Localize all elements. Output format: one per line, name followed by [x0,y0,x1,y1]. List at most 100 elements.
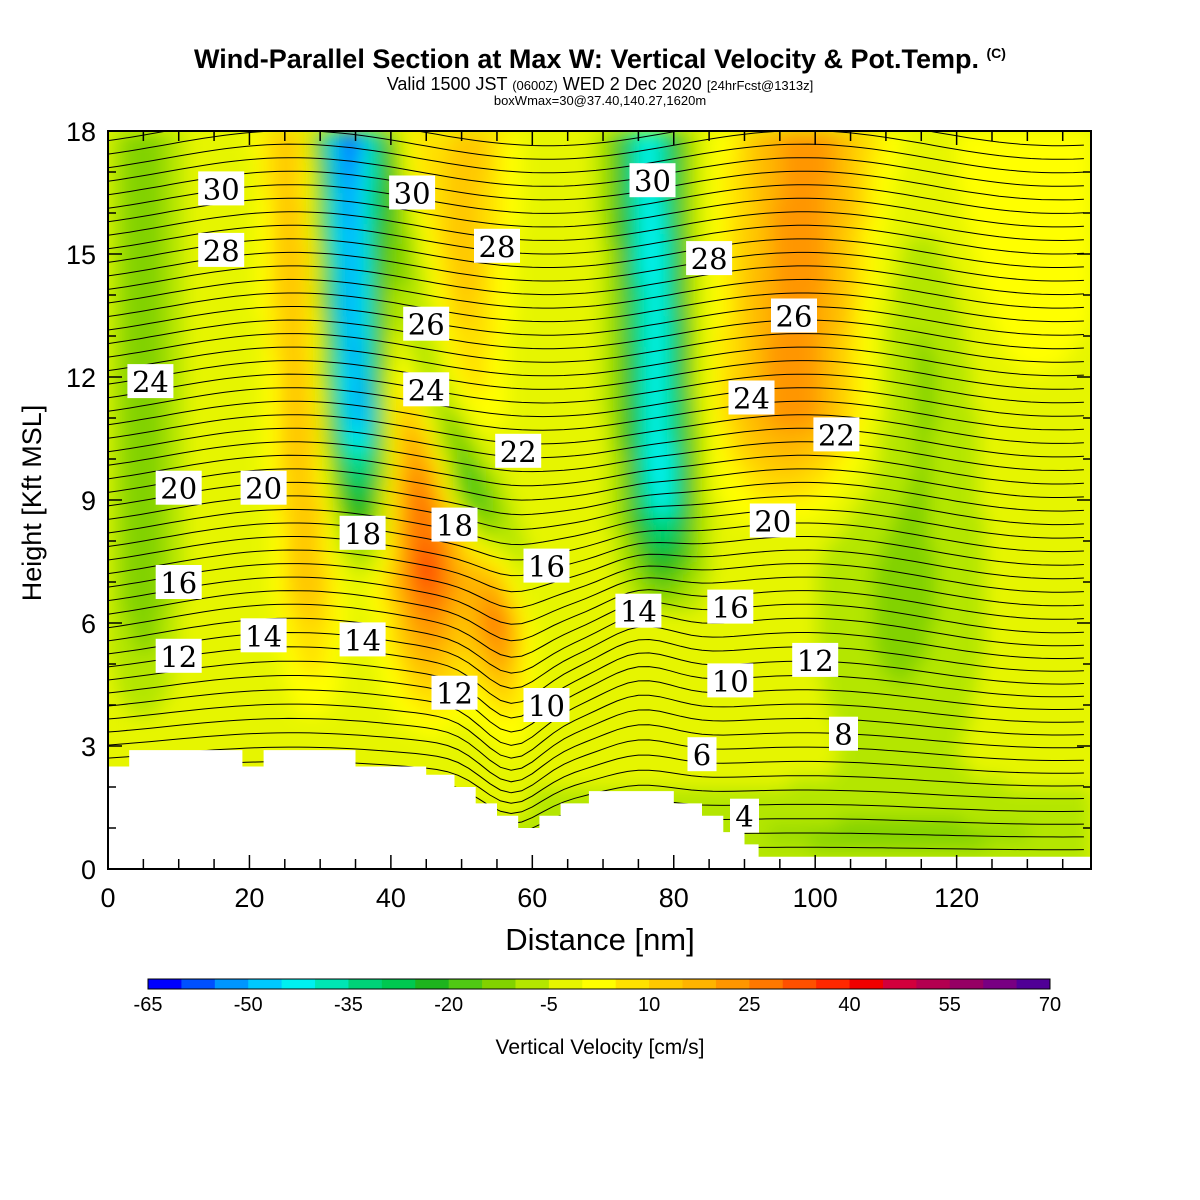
field-cell [571,756,580,768]
field-cell [227,325,235,337]
field-cell [157,305,165,317]
field-cell [445,418,453,429]
field-cell [578,346,587,358]
field-cell [178,387,186,399]
field-cell [171,336,179,347]
field-cell [185,315,193,327]
field-cell [290,356,299,368]
field-cell [466,438,474,450]
field-cell [206,684,214,696]
field-cell [290,295,299,306]
field-cell [192,325,200,337]
field-cell [395,653,404,665]
field-cell [473,653,481,665]
field-cell [409,438,418,450]
field-cell [276,397,285,409]
field-cell [122,715,130,727]
field-cell [445,664,453,675]
field-cell [529,377,537,388]
field-cell [515,612,523,624]
field-cell [311,448,320,460]
field-cell [164,520,172,532]
field-cell [571,295,580,306]
field-cell [185,510,193,522]
field-cell [164,705,172,716]
field-cell [508,735,516,747]
field-cell [297,407,306,419]
field-cell [550,428,558,440]
field-cell [115,643,123,655]
field-cell [367,141,376,153]
field-cell [402,213,411,224]
field-cell [255,541,264,552]
field-cell [318,131,327,142]
field-cell [157,346,165,358]
field-cell [115,623,123,634]
field-cell [402,705,411,716]
field-cell [241,530,250,542]
field-cell [290,664,299,675]
field-cell [452,325,460,337]
field-cell [325,172,334,183]
field-cell [529,612,537,624]
field-cell [501,336,509,347]
field-cell [438,428,446,440]
field-cell [178,438,186,450]
field-cell [536,582,544,593]
field-cell [115,325,123,337]
field-cell [143,202,151,214]
field-cell [206,602,214,614]
field-cell [213,612,221,624]
field-cell [416,541,425,552]
field-cell [339,284,348,296]
field-cell [473,561,481,573]
field-cell [388,653,397,665]
field-cell [515,366,523,378]
field-cell [360,500,369,511]
field-cell [353,571,362,583]
field-cell [213,295,221,306]
field-cell [199,674,207,686]
field-cell [122,356,130,368]
field-cell [164,438,172,450]
field-cell [466,202,474,214]
field-cell [262,254,271,265]
field-cell [452,151,460,163]
field-cell [353,274,362,286]
field-cell [487,387,495,399]
field-cell [487,336,495,347]
field-cell [143,438,151,450]
field-cell [438,172,446,183]
field-cell [374,684,383,696]
field-cell [339,694,348,706]
field-cell [452,653,460,665]
field-cell [304,438,313,450]
field-cell [136,315,144,327]
field-cell [304,377,313,388]
field-cell [459,192,467,204]
field-cell [157,315,165,327]
field-cell [409,418,418,429]
field-cell [466,479,474,491]
field-cell [459,182,467,194]
field-cell [136,510,144,522]
field-cell [571,233,580,245]
field-cell [402,643,411,655]
field-cell [508,715,516,727]
field-cell [409,295,418,306]
field-cell [374,387,383,399]
field-cell [395,448,404,460]
field-cell [262,418,271,429]
field-cell [585,274,594,286]
field-cell [360,746,369,757]
field-cell [185,356,193,368]
field-cell [515,520,523,532]
field-cell [430,254,439,265]
field-cell [416,489,425,501]
field-cell [501,602,509,614]
field-cell [157,284,165,296]
field-cell [353,459,362,470]
field-cell [522,213,530,224]
field-cell [353,664,362,675]
field-cell [318,213,327,224]
